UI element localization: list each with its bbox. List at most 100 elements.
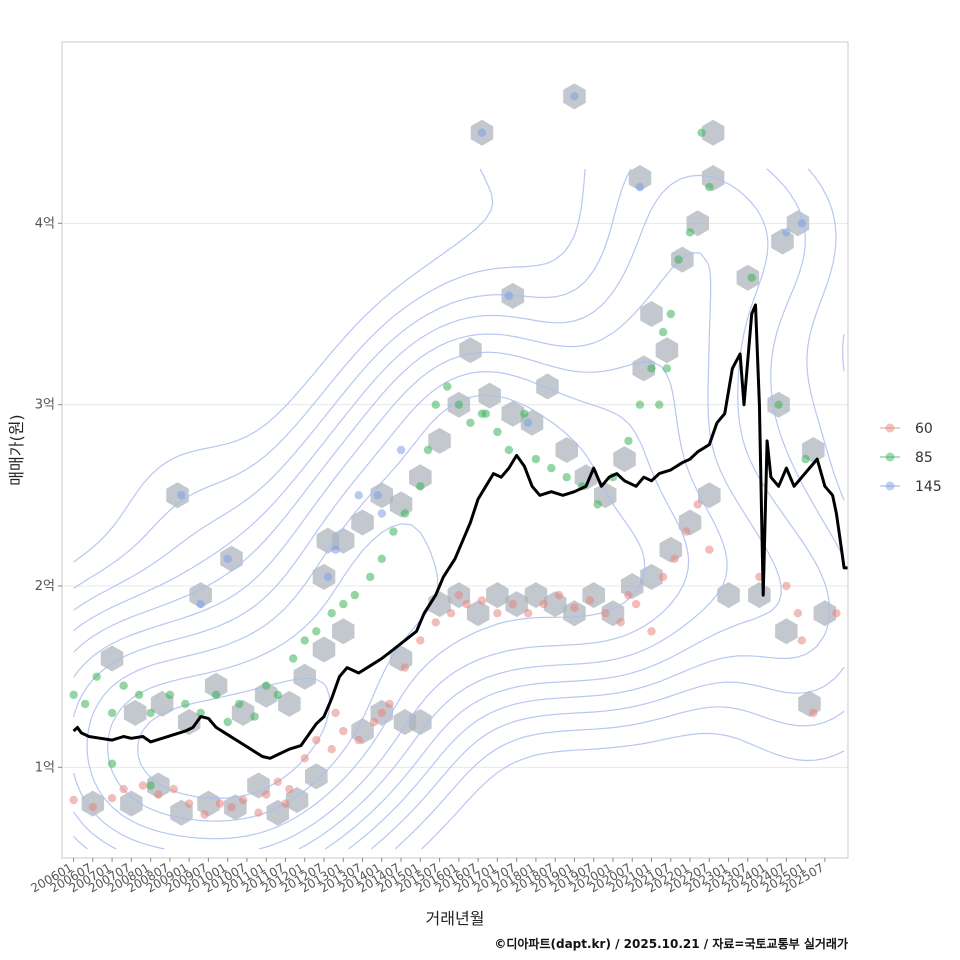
scatter-point-60 bbox=[138, 781, 148, 790]
hexbin-cell bbox=[628, 165, 652, 191]
scatter-point-85 bbox=[389, 527, 398, 536]
scatter-point-60 bbox=[631, 599, 641, 609]
caption: ©디아파트(dapt.kr) / 2025.10.21 / 자료=국토교통부 실… bbox=[494, 936, 848, 951]
scatter-point-85 bbox=[300, 636, 309, 645]
scatter-point-85 bbox=[466, 418, 475, 427]
scatter-point-60 bbox=[262, 790, 271, 799]
scatter-point-85 bbox=[801, 454, 810, 464]
scatter-point-85 bbox=[635, 400, 645, 409]
scatter-point-60 bbox=[647, 627, 656, 636]
scatter-point-85 bbox=[423, 445, 433, 455]
density-contour bbox=[73, 168, 845, 850]
scatter-point-85 bbox=[493, 427, 502, 437]
hexbin-cell bbox=[459, 337, 482, 364]
hexbin-cell bbox=[501, 400, 525, 427]
hexbin-cell bbox=[351, 509, 374, 536]
density-contour bbox=[86, 394, 646, 840]
scatter-point-85 bbox=[146, 708, 155, 718]
scatter-point-85 bbox=[119, 681, 128, 690]
hexbin-cell bbox=[120, 790, 143, 817]
scatter-point-60 bbox=[119, 784, 128, 794]
median-price-line bbox=[72, 303, 848, 760]
scatter-point-85 bbox=[377, 554, 386, 563]
scatter-point-145 bbox=[396, 445, 406, 455]
scatter-point-60 bbox=[624, 590, 633, 600]
scatter-point-85 bbox=[520, 409, 529, 418]
hexbin-cell bbox=[748, 582, 771, 609]
scatter-point-85 bbox=[647, 364, 656, 373]
hexbin-cell bbox=[717, 582, 740, 609]
hexbin-cell bbox=[293, 663, 316, 690]
scatter-point-60 bbox=[431, 618, 440, 627]
scatter-point-60 bbox=[285, 784, 294, 794]
hexbin-cell bbox=[536, 373, 559, 400]
scatter-point-85 bbox=[165, 690, 175, 699]
legend-label: 60 bbox=[915, 421, 933, 437]
scatter-point-60 bbox=[300, 754, 309, 763]
hexbin-cell bbox=[278, 690, 301, 717]
scatter-point-60 bbox=[354, 735, 363, 745]
scatter-point-60 bbox=[416, 636, 425, 645]
hexbin-cell bbox=[813, 600, 837, 627]
hexbin-cell bbox=[409, 464, 432, 491]
scatter-point-60 bbox=[797, 636, 806, 645]
scatter-point-85 bbox=[196, 708, 205, 718]
scatter-point-85 bbox=[146, 781, 155, 790]
scatter-point-85 bbox=[658, 327, 668, 337]
scatter-point-60 bbox=[215, 799, 225, 808]
scatter-point-85 bbox=[547, 463, 556, 473]
scatter-point-85 bbox=[655, 400, 664, 409]
scatter-point-145 bbox=[373, 491, 383, 500]
scatter-point-60 bbox=[369, 717, 379, 727]
scatter-point-60 bbox=[400, 663, 410, 672]
scatter-point-85 bbox=[350, 590, 359, 600]
scatter-point-60 bbox=[446, 609, 456, 618]
scatter-point-60 bbox=[327, 745, 336, 754]
scatter-point-60 bbox=[524, 609, 533, 618]
scatter-point-145 bbox=[797, 219, 806, 228]
scatter-point-145 bbox=[477, 128, 487, 137]
scatter-point-85 bbox=[273, 690, 282, 699]
scatter-point-85 bbox=[674, 255, 683, 264]
scatter-point-60 bbox=[682, 527, 691, 536]
scatter-point-60 bbox=[312, 735, 321, 745]
scatter-point-60 bbox=[281, 799, 290, 808]
scatter-point-60 bbox=[154, 790, 163, 799]
scatter-point-85 bbox=[211, 690, 221, 699]
scatter-point-85 bbox=[327, 609, 336, 618]
scatter-point-60 bbox=[477, 596, 487, 605]
scatter-point-60 bbox=[570, 603, 579, 612]
scatter-point-60 bbox=[782, 581, 791, 591]
scatter-point-85 bbox=[624, 436, 633, 446]
scatter-point-85 bbox=[416, 482, 425, 491]
price-line-layer bbox=[72, 303, 848, 760]
legend-marker bbox=[885, 423, 895, 433]
scatter-point-60 bbox=[184, 799, 194, 808]
hexbin-cell bbox=[204, 672, 228, 699]
scatter-point-85 bbox=[339, 599, 348, 609]
scatter-point-85 bbox=[774, 400, 783, 409]
scatter-point-60 bbox=[658, 572, 668, 582]
scatter-point-60 bbox=[107, 794, 117, 803]
scatter-point-85 bbox=[235, 699, 244, 709]
legend-label: 85 bbox=[915, 450, 933, 466]
density-contour bbox=[73, 371, 690, 850]
scatter-point-85 bbox=[107, 759, 117, 768]
legend-label: 145 bbox=[915, 479, 942, 495]
hexbin-cell bbox=[123, 699, 147, 726]
scatter-point-145 bbox=[635, 182, 645, 192]
hexbin-cell bbox=[466, 600, 490, 627]
scatter-point-60 bbox=[454, 590, 464, 600]
scatter-point-85 bbox=[107, 708, 117, 718]
scatter-point-145 bbox=[504, 291, 514, 301]
hexbin-cell bbox=[555, 437, 578, 463]
scatter-point-85 bbox=[289, 654, 298, 663]
scatter-point-85 bbox=[181, 699, 190, 709]
hexbin-cell bbox=[428, 427, 451, 454]
y-tick-label: 2억 bbox=[35, 579, 55, 594]
density-contour bbox=[73, 351, 728, 850]
hexbin-cell bbox=[393, 709, 417, 735]
scatter-point-60 bbox=[539, 599, 548, 609]
hexbin-cell bbox=[305, 763, 328, 790]
